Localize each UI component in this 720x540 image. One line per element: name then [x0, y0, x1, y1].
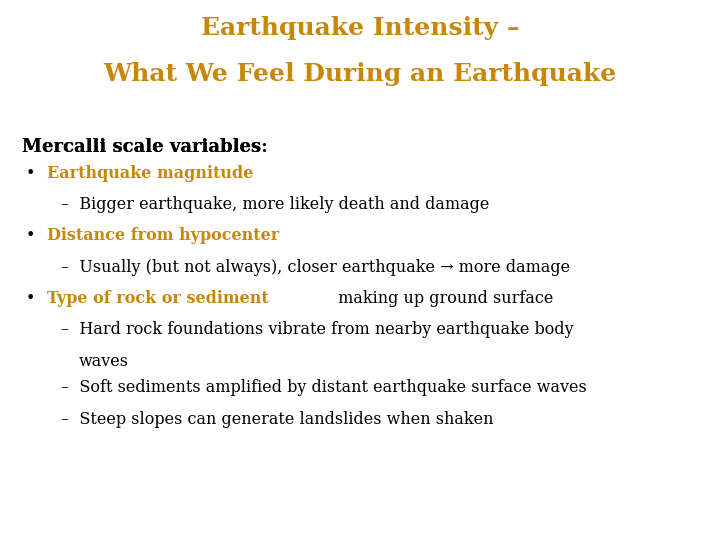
- Text: –  Steep slopes can generate landslides when shaken: – Steep slopes can generate landslides w…: [61, 410, 494, 428]
- Text: Earthquake magnitude: Earthquake magnitude: [47, 165, 253, 181]
- Text: Earthquake Intensity –: Earthquake Intensity –: [201, 16, 519, 40]
- Text: Mercalli scale variables:: Mercalli scale variables:: [22, 138, 267, 156]
- Text: –  Soft sediments amplified by distant earthquake surface waves: – Soft sediments amplified by distant ea…: [61, 379, 587, 396]
- Text: making up ground surface: making up ground surface: [333, 290, 553, 307]
- Text: Mercalli scale variables:: Mercalli scale variables:: [22, 138, 267, 156]
- Text: •: •: [25, 165, 35, 181]
- Text: Type of rock or sediment: Type of rock or sediment: [47, 290, 269, 307]
- Text: Distance from hypocenter: Distance from hypocenter: [47, 227, 279, 244]
- Text: –  Bigger earthquake, more likely death and damage: – Bigger earthquake, more likely death a…: [61, 196, 490, 213]
- Text: –  Usually (but not always), closer earthquake → more damage: – Usually (but not always), closer earth…: [61, 259, 570, 275]
- Text: •: •: [25, 290, 35, 307]
- Text: Mercalli scale variables: Mercalli scale variables: [22, 138, 261, 156]
- Text: waves: waves: [79, 353, 129, 369]
- Text: •: •: [25, 227, 35, 244]
- Text: –  Hard rock foundations vibrate from nearby earthquake body: – Hard rock foundations vibrate from nea…: [61, 321, 574, 338]
- Text: What We Feel During an Earthquake: What We Feel During an Earthquake: [104, 62, 616, 86]
